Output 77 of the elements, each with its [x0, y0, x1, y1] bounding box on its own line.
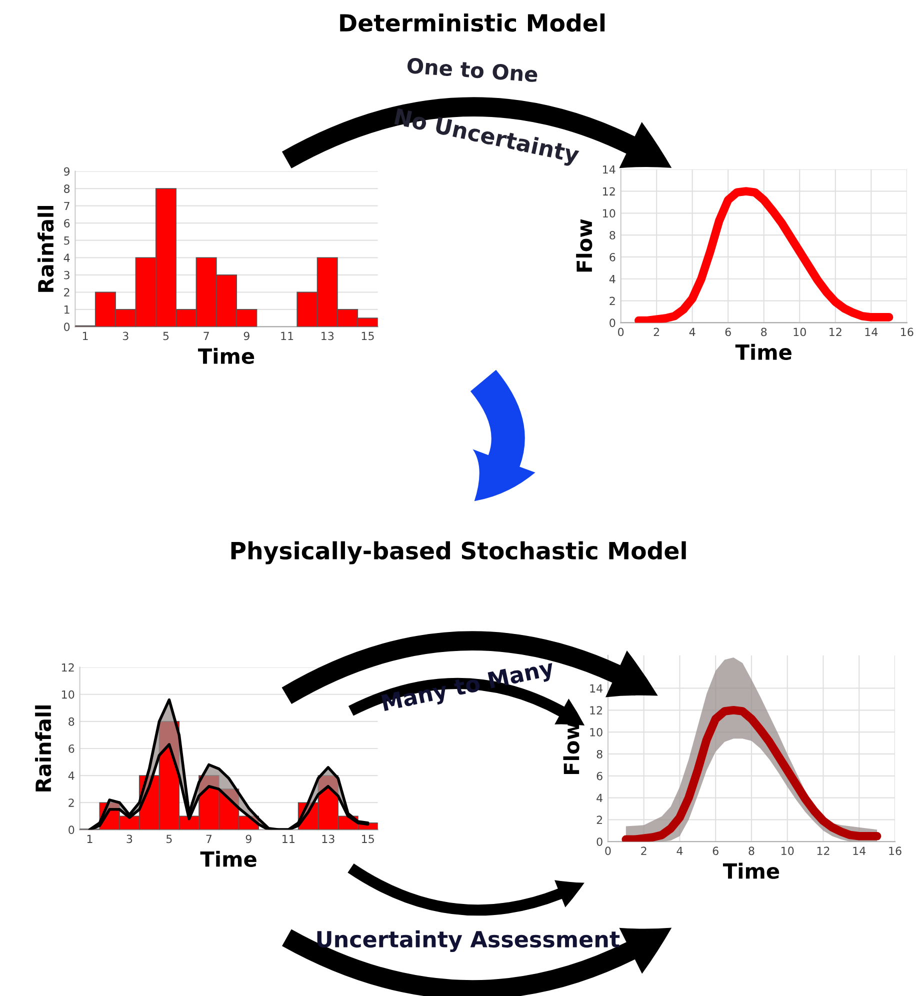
- text: One to One: [406, 57, 538, 82]
- x-tick-label: 2: [641, 846, 646, 855]
- y-tick-label: 6: [64, 219, 70, 228]
- y-tick-label: 9: [64, 167, 70, 176]
- x-axis-title: Time: [735, 344, 792, 360]
- x-axis-title: Time: [200, 850, 256, 867]
- y-tick-label: 8: [596, 750, 602, 758]
- y-tick-label: 12: [590, 706, 602, 714]
- x-tick-label: 5: [163, 332, 169, 340]
- y-tick-label: 0: [68, 826, 74, 834]
- x-axis-title: Time: [198, 348, 254, 364]
- x-tick-label: 3: [122, 332, 128, 340]
- text: Many to Many: [381, 658, 556, 716]
- y-axis-title: Flow: [563, 722, 580, 774]
- y-tick-label: 0: [610, 318, 616, 328]
- y-tick-label: 12: [603, 187, 615, 196]
- x-tick-label: 0: [618, 328, 624, 336]
- x-tick-label: 15: [362, 332, 374, 340]
- y-axis-title: Rainfall: [38, 206, 54, 292]
- y-tick-label: 7: [64, 202, 70, 210]
- x-tick-label: 15: [362, 834, 374, 844]
- y-tick-label: 2: [68, 798, 74, 807]
- text: Deterministic Model: [340, 13, 605, 32]
- y-tick-label: 5: [64, 236, 70, 245]
- y-tick-label: 8: [68, 717, 74, 726]
- x-tick-label: 2: [654, 328, 659, 336]
- x-tick-label: 1: [87, 834, 92, 843]
- x-tick-label: 16: [889, 846, 902, 856]
- x-tick-label: 12: [817, 846, 830, 855]
- y-tick-label: 10: [62, 690, 74, 699]
- text: Physically-based Stochastic Model: [231, 541, 686, 564]
- x-tick-label: 5: [166, 834, 172, 844]
- y-tick-label: 2: [610, 296, 615, 306]
- x-tick-label: 14: [853, 846, 866, 855]
- y-tick-label: 10: [603, 209, 616, 218]
- y-tick-label: 12: [62, 663, 74, 672]
- x-tick-label: 13: [322, 332, 334, 340]
- y-tick-label: 10: [590, 728, 602, 736]
- y-tick-label: 6: [596, 772, 602, 780]
- x-tick-label: 4: [689, 328, 696, 336]
- y-tick-label: 8: [64, 184, 70, 193]
- x-tick-label: 6: [725, 328, 731, 336]
- y-tick-label: 6: [610, 252, 616, 262]
- y-tick-label: 8: [610, 231, 616, 240]
- x-tick-label: 10: [782, 846, 794, 856]
- y-tick-label: 4: [68, 772, 74, 780]
- x-tick-label: 4: [676, 846, 683, 855]
- x-tick-label: 8: [761, 328, 767, 336]
- text: Uncertainty Assessment: [317, 930, 620, 952]
- x-tick-label: 10: [794, 328, 806, 336]
- x-axis-title: Time: [722, 862, 780, 879]
- x-tick-label: 1: [82, 332, 88, 340]
- y-tick-label: 14: [590, 684, 602, 692]
- x-tick-label: 13: [322, 834, 334, 844]
- y-axis-title: Rainfall: [35, 706, 52, 792]
- x-tick-label: 6: [712, 846, 718, 856]
- x-tick-label: 7: [206, 834, 212, 843]
- x-tick-label: 9: [246, 834, 252, 844]
- x-tick-label: 11: [282, 834, 294, 843]
- x-tick-label: 7: [204, 332, 209, 340]
- y-axis-title: Flow: [576, 219, 592, 272]
- y-tick-label: 3: [64, 270, 70, 280]
- x-tick-label: 3: [126, 834, 132, 844]
- y-tick-label: 14: [603, 165, 616, 174]
- y-tick-label: 4: [64, 254, 70, 262]
- x-tick-label: 12: [830, 328, 842, 336]
- y-tick-label: 2: [596, 816, 602, 824]
- y-tick-label: 4: [596, 794, 602, 802]
- y-tick-label: 4: [609, 275, 616, 284]
- x-tick-label: 16: [901, 328, 914, 336]
- x-tick-label: 11: [281, 332, 294, 340]
- y-tick-label: 2: [64, 288, 70, 296]
- x-tick-label: 8: [748, 846, 754, 856]
- y-tick-label: 1: [64, 306, 70, 314]
- y-tick-label: 6: [68, 744, 74, 753]
- x-tick-label: 14: [865, 328, 878, 336]
- x-tick-label: 9: [244, 332, 250, 340]
